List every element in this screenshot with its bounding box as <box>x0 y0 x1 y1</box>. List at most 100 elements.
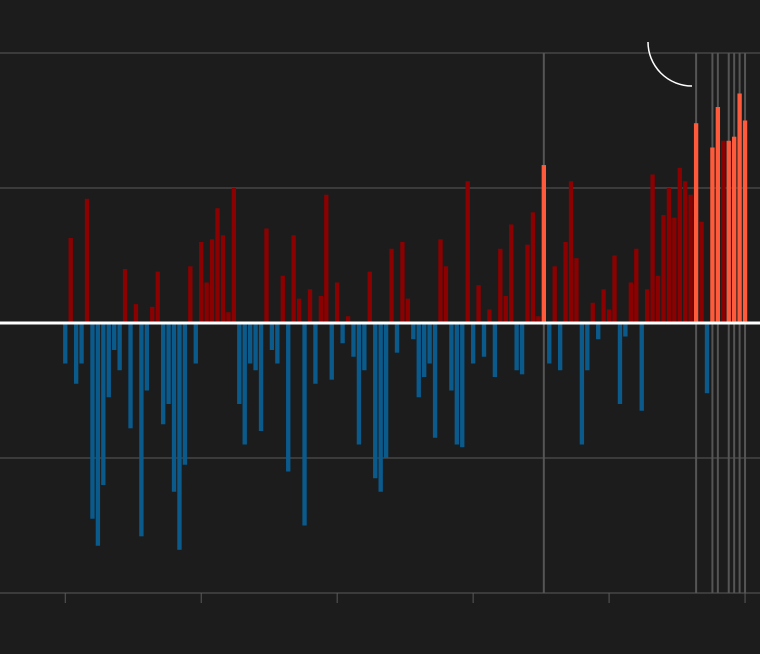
bar <box>628 282 634 323</box>
bar <box>155 271 160 323</box>
bar <box>579 323 585 445</box>
bar <box>199 242 204 323</box>
bar <box>601 289 606 323</box>
plot <box>0 52 760 603</box>
bar <box>590 302 595 323</box>
bar <box>182 323 188 465</box>
bar <box>253 323 258 371</box>
bar <box>683 181 688 323</box>
bar <box>449 323 454 391</box>
bar <box>639 323 644 411</box>
bar <box>193 323 198 364</box>
bar <box>672 217 677 323</box>
bar <box>677 167 682 323</box>
bar <box>226 312 231 323</box>
bar <box>340 323 345 344</box>
bar <box>498 248 503 323</box>
bar <box>291 235 296 323</box>
bar <box>655 275 661 323</box>
bar <box>525 244 530 323</box>
bar <box>710 147 715 323</box>
bar <box>356 323 362 445</box>
bar <box>204 282 209 323</box>
bar <box>557 323 563 371</box>
bar <box>307 289 313 323</box>
bar <box>742 120 748 323</box>
bar <box>503 296 508 323</box>
bar <box>63 323 68 364</box>
bar <box>514 323 519 371</box>
bar <box>606 309 612 323</box>
bar <box>242 323 247 445</box>
bar <box>231 188 237 323</box>
bar <box>122 269 128 323</box>
bar <box>117 323 122 371</box>
bar <box>541 165 547 323</box>
bar <box>112 323 117 350</box>
bar <box>296 298 302 323</box>
bar <box>362 323 367 371</box>
bar <box>318 296 324 323</box>
bar <box>171 323 177 492</box>
bar <box>334 282 340 323</box>
bar <box>693 123 699 323</box>
annotation-leader <box>647 41 693 87</box>
bar <box>90 323 95 519</box>
bar <box>726 140 731 323</box>
bar <box>422 323 427 377</box>
bar <box>563 242 568 323</box>
bar <box>432 323 438 438</box>
bar <box>73 323 79 384</box>
bar <box>443 266 449 323</box>
bar <box>481 323 487 357</box>
bar <box>237 323 242 404</box>
bar <box>177 323 182 550</box>
bar <box>313 323 318 384</box>
bar <box>688 194 693 323</box>
bar <box>215 208 220 323</box>
bar <box>247 323 253 364</box>
bar <box>220 235 226 323</box>
bar <box>269 323 275 350</box>
bar <box>394 323 400 353</box>
bar <box>166 323 171 404</box>
bar <box>487 309 492 323</box>
bar <box>106 323 111 398</box>
bar <box>79 323 84 364</box>
bar <box>634 248 639 323</box>
bar <box>650 174 655 323</box>
bar <box>552 266 557 323</box>
bar <box>324 194 329 323</box>
bar <box>585 323 590 371</box>
bar <box>373 323 378 479</box>
bar <box>378 323 383 492</box>
bar <box>596 323 601 340</box>
bar <box>731 136 737 323</box>
bar <box>275 323 280 364</box>
bar <box>530 212 536 323</box>
bar <box>160 323 166 425</box>
bar <box>492 323 498 377</box>
bar <box>574 258 579 323</box>
bar <box>465 181 470 323</box>
bar <box>470 323 476 364</box>
bar <box>427 323 432 364</box>
bar <box>661 215 666 323</box>
bar <box>95 323 101 546</box>
bar <box>258 323 264 431</box>
bar <box>345 316 351 323</box>
bar <box>329 323 334 380</box>
bar <box>405 298 411 323</box>
bar <box>411 323 416 340</box>
bar <box>454 323 459 445</box>
bar <box>666 188 672 323</box>
bar <box>460 323 465 448</box>
bar <box>704 323 710 394</box>
bar <box>128 323 133 429</box>
bar <box>367 271 372 323</box>
bar <box>737 93 742 323</box>
bar <box>383 323 389 458</box>
bar <box>699 221 704 323</box>
